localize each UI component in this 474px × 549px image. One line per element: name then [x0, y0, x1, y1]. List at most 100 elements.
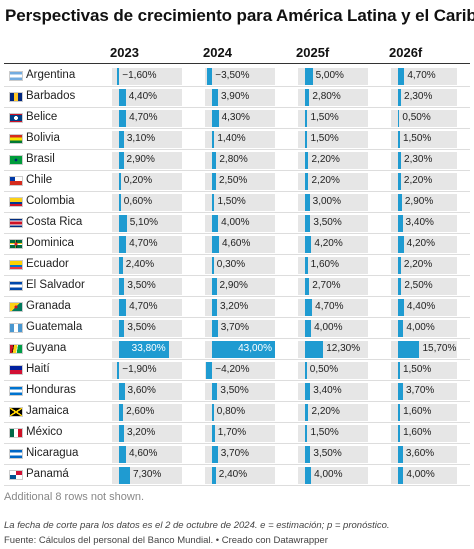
value-label: 3,20% — [219, 301, 249, 312]
hidden-rows-note[interactable]: Additional 8 rows not shown. — [4, 491, 145, 503]
bar-track: 5,10% — [112, 215, 182, 232]
country-name: Jamaica — [26, 405, 69, 417]
value-label: 4,20% — [314, 238, 343, 249]
bar-track: −4,20% — [205, 362, 275, 379]
value-bar — [212, 278, 217, 295]
value-bar — [212, 341, 275, 358]
footnote: La fecha de corte para los datos es el 2… — [4, 520, 390, 531]
flag-haiti-icon — [9, 365, 23, 375]
bar-track: 4,30% — [205, 110, 275, 127]
value-label: 2,60% — [126, 406, 155, 417]
bar-track: 2,20% — [298, 173, 368, 190]
bar-track: 1,50% — [391, 362, 457, 379]
bar-track: 3,60% — [112, 383, 182, 400]
table-row: Dominica 4,70% 4,60% 4,20% 4,20% — [4, 234, 470, 255]
flag-ecuador-icon — [9, 260, 23, 270]
value-bar — [397, 320, 404, 337]
value-label: 0,80% — [216, 406, 246, 417]
country-name: Guatemala — [26, 321, 83, 333]
table-row: Ecuador 2,40% 0,30% 1,60% 2,20% — [4, 255, 470, 276]
flag-nicaragua-icon — [9, 449, 23, 459]
value-bar — [305, 110, 308, 127]
flag-colombia-icon — [9, 197, 23, 207]
bar-track: 4,60% — [205, 236, 275, 253]
value-label: 2,90% — [404, 196, 434, 207]
value-bar — [212, 467, 216, 484]
value-bar — [305, 194, 310, 211]
value-bar — [119, 383, 125, 400]
value-bar — [305, 320, 312, 337]
bar-track: 3,40% — [298, 383, 368, 400]
country-name: Haití — [26, 363, 50, 375]
value-label: 4,70% — [407, 70, 436, 81]
value-bar — [305, 425, 308, 442]
value-bar — [119, 173, 121, 190]
bar-track: 3,50% — [112, 278, 182, 295]
value-label: 12,30% — [326, 343, 361, 354]
value-bar — [397, 194, 402, 211]
bar-track: 2,60% — [112, 404, 182, 421]
value-bar — [212, 194, 215, 211]
value-bar — [305, 446, 311, 463]
value-bar — [119, 278, 125, 295]
country-name: Argentina — [26, 69, 76, 81]
value-label: 3,10% — [126, 133, 156, 144]
flag-costa-rica-icon — [9, 218, 23, 228]
flag-guatemala-icon — [9, 323, 23, 333]
bar-track: −1,90% — [112, 362, 182, 379]
value-bar — [397, 446, 403, 463]
value-label: 2,30% — [404, 91, 433, 102]
flag-grenada-icon — [9, 302, 23, 312]
bar-track: 1,50% — [205, 194, 275, 211]
value-label: 3,60% — [127, 385, 156, 396]
bar-track: 3,20% — [112, 425, 182, 442]
bar-track: 4,00% — [205, 215, 275, 232]
value-bar — [212, 299, 217, 316]
value-label: 3,40% — [405, 217, 434, 228]
value-bar — [212, 404, 214, 421]
bar-track: 4,00% — [391, 320, 457, 337]
value-label: 3,40% — [313, 385, 342, 396]
value-bar — [119, 467, 130, 484]
value-label: 4,70% — [129, 112, 158, 123]
value-label: 1,50% — [310, 133, 339, 144]
value-bar — [119, 236, 127, 253]
value-bar — [305, 341, 324, 358]
flag-barbados-icon — [9, 92, 23, 102]
table-row: Belice 4,70% 4,30% 1,50% 0,50% — [4, 108, 470, 129]
header-divider — [4, 63, 470, 64]
value-label: 3,50% — [127, 280, 156, 291]
value-bar — [212, 173, 216, 190]
value-label: 4,40% — [128, 91, 158, 102]
value-bar — [397, 425, 401, 442]
column-header-2023: 2023 — [110, 45, 139, 60]
value-label: 1,50% — [402, 133, 432, 144]
country-name: Brasil — [26, 153, 55, 165]
value-bar — [305, 383, 311, 400]
bar-track: 3,70% — [391, 383, 457, 400]
bar-track: 2,90% — [391, 194, 457, 211]
value-label: 4,00% — [314, 322, 343, 333]
value-bar — [305, 404, 309, 421]
value-bar — [397, 299, 404, 316]
value-label: 2,20% — [311, 175, 340, 186]
country-name: México — [26, 426, 63, 438]
bar-track: 4,40% — [112, 89, 182, 106]
value-bar — [212, 257, 214, 274]
table-row: Colombia 0,60% 1,50% 3,00% 2,90% — [4, 192, 470, 213]
table-row: Haití −1,90% −4,20% 0,50% 1,50% — [4, 360, 470, 381]
value-bar — [119, 194, 121, 211]
bar-track: 3,10% — [112, 131, 182, 148]
value-bar — [397, 131, 400, 148]
value-bar — [305, 152, 309, 169]
value-label: 4,30% — [221, 112, 250, 123]
country-name: Colombia — [26, 195, 75, 207]
value-label: 2,20% — [403, 175, 433, 186]
value-label: 0,30% — [216, 259, 246, 270]
bar-track: 2,30% — [391, 152, 457, 169]
value-label: 33,80% — [131, 343, 166, 354]
bar-track: 2,80% — [298, 89, 368, 106]
value-label: 43,00% — [238, 343, 272, 354]
bar-track: 5,00% — [298, 68, 368, 85]
value-bar — [212, 425, 215, 442]
